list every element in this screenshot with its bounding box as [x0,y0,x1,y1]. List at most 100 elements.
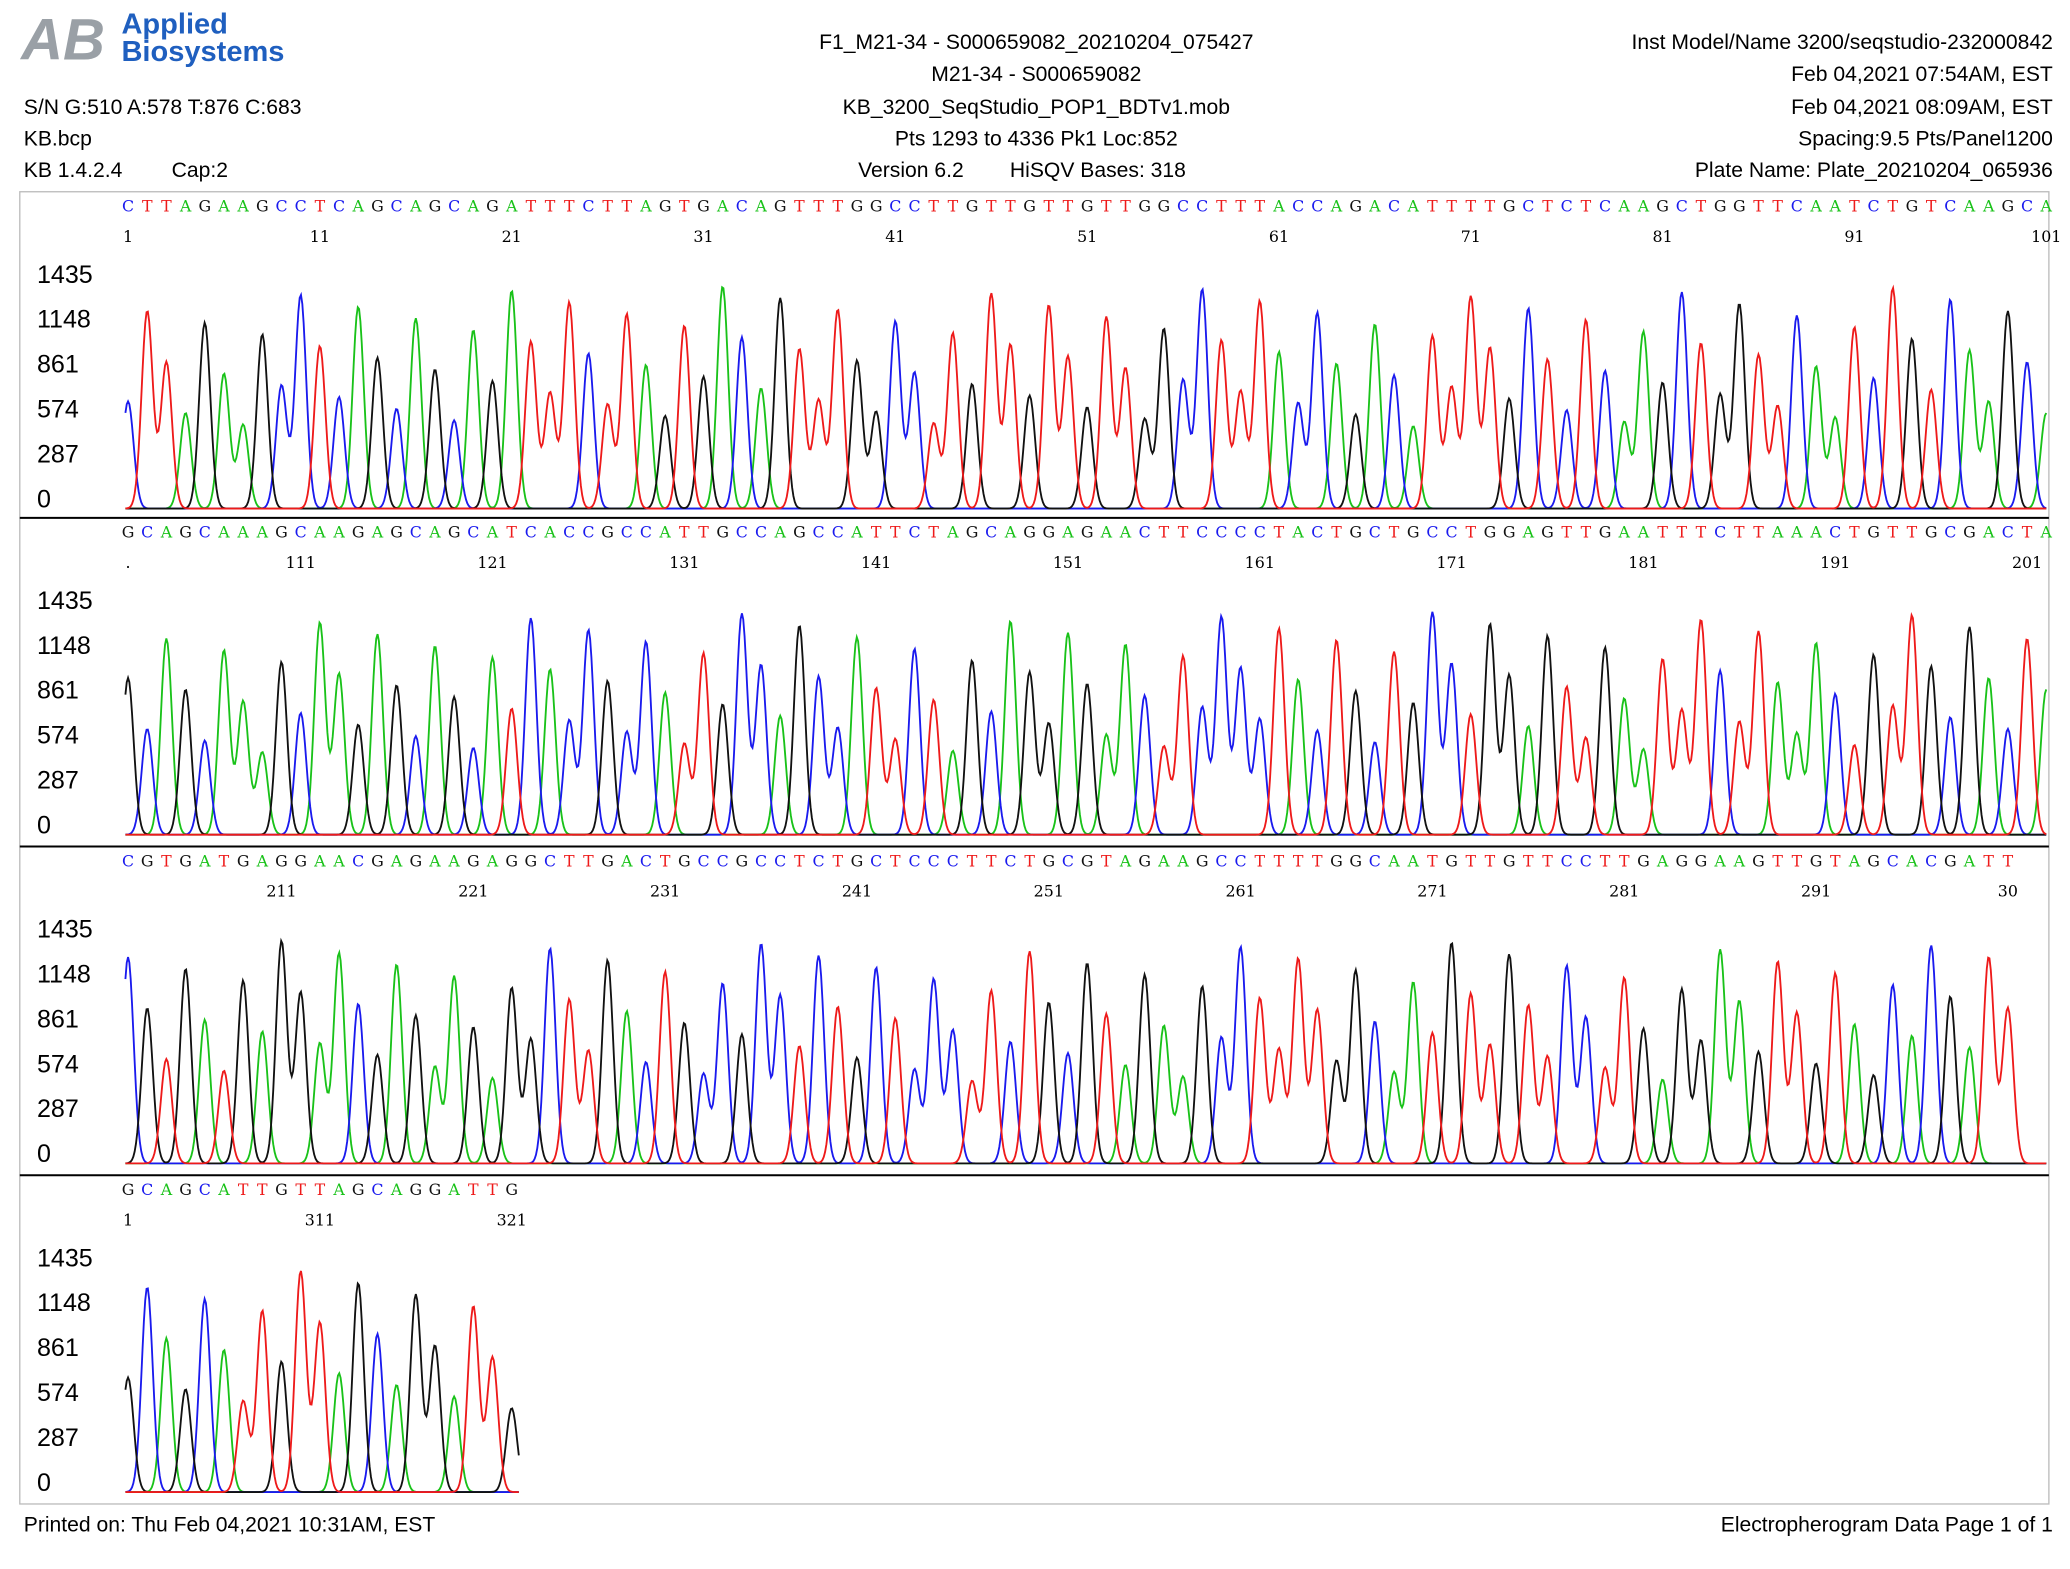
base-call: C [717,851,729,870]
base-call: G [1503,197,1516,216]
base-position: 241 [842,882,872,901]
logo-mark: AB [19,8,105,73]
base-call: C [467,523,479,542]
y-tick-label: 1435 [37,261,93,289]
base-call: G [409,851,422,870]
base-call: A [1963,851,1976,870]
y-tick-label: 0 [37,485,51,513]
base-position: 101 [2031,227,2061,246]
trace [125,948,2047,1165]
base-call: C [1139,523,1151,542]
base-call: T [583,851,594,870]
base-call: T [1772,197,1783,216]
base-call: T [1466,197,1477,216]
base-call: T [1101,197,1112,216]
base-call: C [582,197,594,216]
base-call: T [1005,197,1016,216]
base-call: G [179,1180,192,1199]
trace [125,950,2047,1165]
base-call: G [429,197,442,216]
base-call: C [2021,197,2033,216]
base-call: C [1446,523,1458,542]
base-call: G [1042,851,1055,870]
header-text: M21-34 - S000659082 [931,63,1141,86]
trace [125,297,2047,510]
base-call: A [428,851,441,870]
base-call: T [928,197,939,216]
base-call: T [1600,851,1611,870]
header-text: Spacing:9.5 Pts/Panel1200 [1798,128,2053,151]
base-call: G [1656,197,1669,216]
base-call: T [1255,197,1266,216]
base-call: G [371,851,384,870]
base-call: C [640,851,652,870]
base-call: T [948,197,959,216]
y-tick-label: 861 [37,1334,79,1362]
base-position: 141 [861,553,891,572]
base-position: 1 [123,1210,133,1229]
base-call: A [486,523,499,542]
base-call: T [1255,851,1266,870]
base-call: A [1291,523,1304,542]
base-call: T [660,851,671,870]
base-call: C [870,851,882,870]
base-call: T [1696,523,1707,542]
header-text: KB_3200_SeqStudio_POP1_BDTv1.mob [843,96,1230,119]
base-call: A [352,197,365,216]
logo-text: Applied [121,8,227,40]
base-call: T [1389,523,1400,542]
base-call: C [141,523,153,542]
trace [124,621,2047,836]
base-call: A [1656,851,1669,870]
base-call: A [409,197,422,216]
base-call: C [1887,851,1899,870]
base-call: T [1926,197,1937,216]
base-call: T [1312,851,1323,870]
base-call: C [410,523,422,542]
base-call: G [275,851,288,870]
base-call: G [1810,851,1823,870]
base-call: A [1790,523,1803,542]
base-call: T [833,197,844,216]
base-call: A [1522,523,1535,542]
base-call: G [141,851,154,870]
base-call: C [889,197,901,216]
base-call: T [1024,851,1035,870]
base-position: 251 [1034,882,1064,901]
base-call: G [1158,197,1171,216]
base-call: T [602,197,613,216]
base-call: G [1349,851,1362,870]
base-call: T [1427,851,1438,870]
base-call: T [698,523,709,542]
base-call: T [1849,523,1860,542]
base-call: T [1542,197,1553,216]
base-call: G [716,523,729,542]
base-call: A [658,523,671,542]
base-call: C [908,197,920,216]
base-call: G [851,851,864,870]
base-call: A [1905,851,1918,870]
y-tick-label: 287 [37,1095,79,1123]
base-position: 221 [458,882,488,901]
base-call: G [601,851,614,870]
base-call: T [794,197,805,216]
base-call: G [1349,197,1362,216]
header-text: Feb 04,2021 07:54AM, EST [1791,63,2053,86]
base-call: T [1466,851,1477,870]
base-call: A [1272,197,1285,216]
base-call: G [486,197,499,216]
base-call: T [468,1180,479,1199]
base-call: C [1215,523,1227,542]
y-tick-label: 1148 [37,306,91,334]
base-call: T [545,197,556,216]
base-call: C [295,197,307,216]
base-call: G [1023,197,1036,216]
base-call: A [850,523,863,542]
base-call: G [352,1180,365,1199]
base-call: T [890,523,901,542]
base-call: C [1944,523,1956,542]
y-tick-label: 861 [37,1005,79,1033]
base-position: 71 [1461,227,1481,246]
